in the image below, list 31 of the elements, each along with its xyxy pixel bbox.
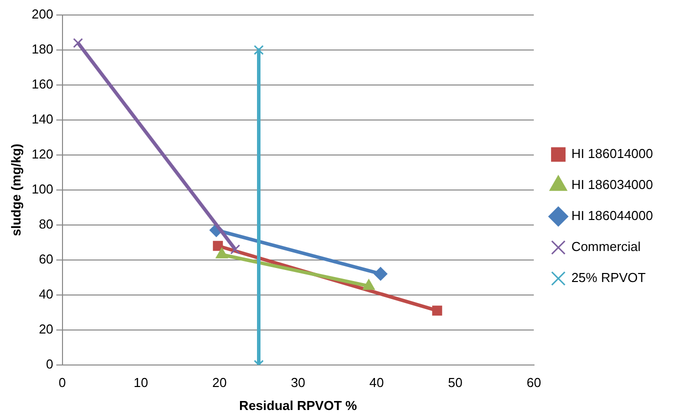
y-axis-title: sludge (mg/kg)	[8, 144, 24, 236]
x-tick-label: 60	[526, 375, 542, 390]
y-tick-label: 20	[38, 321, 54, 336]
y-tick-label: 160	[32, 76, 54, 92]
legend-label: 25% RPVOT	[571, 270, 646, 286]
y-tick-label: 0	[46, 356, 54, 372]
point	[374, 267, 388, 281]
y-tick-label: 200	[32, 6, 54, 22]
x-tick-label: 0	[58, 375, 66, 390]
x-tick-label: 30	[290, 375, 306, 390]
x-tick-label: 50	[448, 375, 462, 390]
x-tick-label: 40	[369, 375, 384, 390]
legend-label: HI 186014000	[571, 146, 654, 162]
x-axis-title: Residual RPVOT %	[239, 398, 358, 413]
legend-label: HI 186044000	[571, 208, 654, 224]
point	[254, 44, 264, 55]
y-tick-label: 180	[32, 42, 54, 57]
point	[73, 38, 83, 48]
point	[212, 240, 223, 251]
y-tick-label: 100	[32, 181, 54, 196]
legend-label: Commercial	[571, 239, 641, 254]
y-tick-label: 80	[38, 216, 54, 232]
y-tick-label: 120	[32, 146, 54, 162]
x-tick-label: 20	[212, 375, 227, 390]
y-tick-label: 140	[32, 112, 54, 127]
x-tick-label: 10	[134, 375, 148, 390]
y-tick-label: 60	[38, 251, 54, 266]
y-tick-label: 40	[38, 286, 54, 302]
legend-label: HI 186034000	[571, 177, 654, 192]
point	[230, 244, 240, 254]
point	[432, 306, 442, 316]
